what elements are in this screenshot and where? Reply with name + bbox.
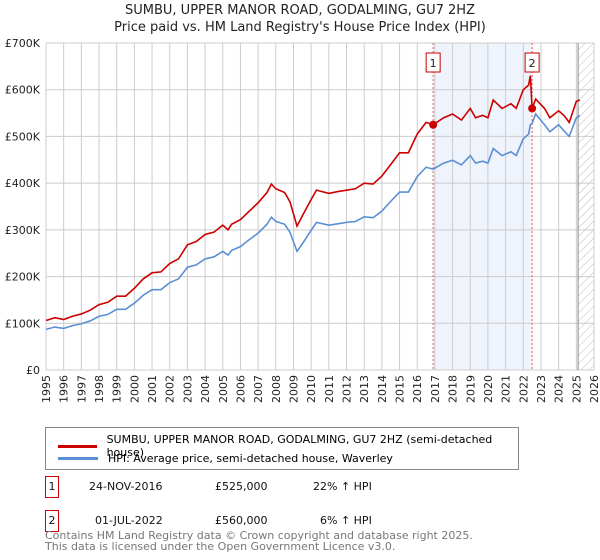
y-tick-label: £400K: [5, 177, 41, 190]
property-price-line: [45, 75, 581, 322]
legend: SUMBU, UPPER MANOR ROAD, GODALMING, GU7 …: [45, 427, 519, 470]
x-tick-label: 2011: [323, 375, 336, 403]
sale-row-2: 2 01-JUL-2022 £560,000 6% ↑ HPI: [45, 510, 445, 532]
y-tick-label: £500K: [5, 130, 41, 143]
sale-annotation-label: 2: [529, 57, 536, 70]
x-tick-label: 2006: [234, 375, 247, 403]
chart-title: SUMBU, UPPER MANOR ROAD, GODALMING, GU7 …: [125, 3, 475, 18]
x-tick-label: 2016: [411, 375, 424, 403]
sale-date: 01-JUL-2022: [95, 514, 163, 527]
y-tick-label: £0: [26, 364, 40, 377]
sale-price: £560,000: [215, 514, 268, 527]
x-tick-label: 2021: [500, 375, 513, 403]
x-tick-label: 2004: [199, 375, 212, 403]
y-tick-label: £200K: [5, 271, 41, 284]
sale-point: [429, 120, 438, 129]
legend-swatch-hpi: [58, 457, 98, 460]
x-tick-label: 2000: [128, 375, 141, 403]
footer-licence: This data is licensed under the Open Gov…: [45, 540, 396, 553]
sale-hpi: 22% ↑ HPI: [313, 480, 372, 493]
footer-copyright: Contains HM Land Registry data © Crown c…: [45, 529, 473, 542]
sale-badge: 1: [45, 476, 59, 498]
sale-period-shading: [433, 43, 533, 370]
hpi-line: [45, 112, 581, 331]
sale-price: £525,000: [215, 480, 268, 493]
sale-row-1: 1 24-NOV-2016 £525,000 22% ↑ HPI: [45, 476, 445, 498]
x-tick-label: 2022: [517, 375, 530, 403]
x-tick-label: 2023: [535, 375, 548, 403]
x-tick-label: 2015: [394, 375, 407, 403]
sale-annotation-box: [425, 52, 441, 73]
x-tick-label: 2012: [341, 375, 354, 403]
chart-subtitle: Price paid vs. HM Land Registry's House …: [114, 20, 486, 35]
x-tick-label: 2010: [305, 375, 318, 403]
y-tick-label: £600K: [5, 84, 41, 97]
sale-date: 24-NOV-2016: [89, 480, 163, 493]
y-tick-label: £100K: [5, 317, 41, 330]
x-tick-label: 1999: [111, 375, 124, 403]
sale-point: [528, 104, 537, 113]
x-tick-label: 2018: [447, 375, 460, 403]
x-tick-label: 2001: [146, 375, 159, 403]
x-tick-label: 2026: [588, 375, 600, 403]
x-tick-label: 2013: [358, 375, 371, 403]
x-tick-label: 2024: [553, 375, 566, 403]
sale-badge: 2: [45, 510, 59, 532]
sale-hpi: 6% ↑ HPI: [320, 514, 372, 527]
x-tick-label: 2003: [181, 375, 194, 403]
x-tick-label: 1995: [40, 375, 53, 403]
forecast-hatch: [578, 43, 594, 370]
x-tick-label: 2009: [287, 375, 300, 403]
x-tick-label: 1998: [93, 375, 106, 403]
x-tick-label: 2008: [270, 375, 283, 403]
x-tick-label: 2019: [464, 375, 477, 403]
sale-annotation-label: 1: [430, 57, 437, 70]
x-tick-label: 2020: [482, 375, 495, 403]
legend-label-hpi: HPI: Average price, semi-detached house,…: [108, 452, 393, 465]
legend-swatch-property: [58, 444, 97, 448]
x-tick-label: 2007: [252, 375, 265, 403]
x-tick-label: 1997: [75, 375, 88, 403]
x-tick-label: 2005: [217, 375, 230, 403]
y-tick-label: £700K: [5, 37, 41, 50]
x-tick-label: 2017: [429, 375, 442, 403]
y-tick-label: £300K: [5, 224, 41, 237]
legend-label-property: SUMBU, UPPER MANOR ROAD, GODALMING, GU7 …: [106, 433, 493, 459]
x-tick-label: 2002: [164, 375, 177, 403]
x-tick-label: 1996: [58, 375, 71, 403]
sale-annotation-box: [524, 52, 540, 73]
x-tick-label: 2025: [570, 375, 583, 403]
plot-area: 1995 1996 1997 1998 1999 2000 2001 2002 2003 2004…: [5, 37, 600, 403]
x-tick-label: 2014: [376, 375, 389, 403]
